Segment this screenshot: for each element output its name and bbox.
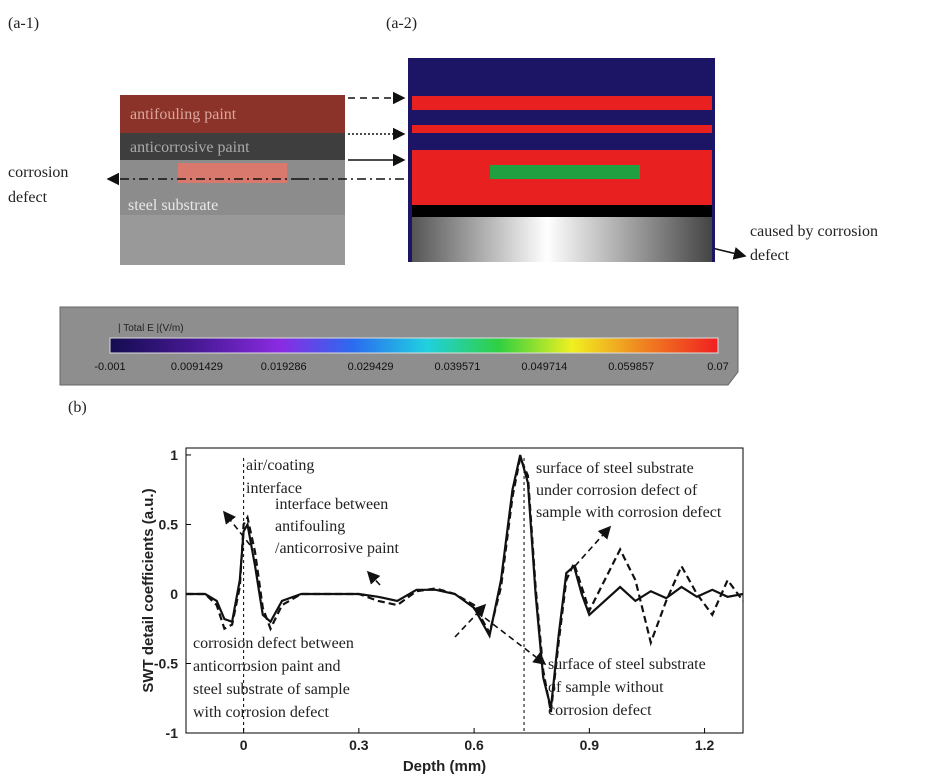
annotation: surface of steel substrate	[536, 460, 694, 477]
plot: 0 0.3 0.6 0.9 1.2 -1 -0.5 0 0.5 1 Depth (mm) SWT de…	[140, 447, 744, 775]
x-tick-label: 1.2	[695, 737, 715, 753]
y-tick-label: 0.5	[159, 516, 179, 532]
annotation: antifouling	[275, 518, 345, 535]
series-line	[186, 454, 744, 709]
defect-label: defect	[8, 189, 48, 206]
annotation: air/coating	[246, 457, 314, 474]
annotation: /anticorrosive paint	[275, 540, 400, 557]
y-tick-label: 1	[170, 447, 178, 463]
series-line	[186, 453, 744, 713]
annotation: defect	[750, 247, 790, 264]
panel-label: (a-2)	[386, 15, 417, 32]
annotation: surface of steel substrate	[548, 656, 706, 673]
annotation: caused by corrosion	[750, 223, 878, 240]
layer	[120, 133, 345, 160]
field-band	[490, 165, 640, 179]
defect-label: corrosion	[8, 164, 68, 181]
layer-label: steel substrate	[128, 197, 218, 214]
defect	[178, 163, 287, 183]
panel-label: (b)	[68, 399, 87, 416]
annotation: sample with corrosion defect	[536, 504, 722, 521]
annotation-arrow	[223, 510, 251, 546]
layer-label: antifouling paint	[130, 106, 237, 123]
annotation-arrow	[574, 525, 612, 567]
annotation: corrosion defect	[548, 702, 652, 719]
annotation-arrow	[484, 617, 547, 665]
layer-label: anticorrosive paint	[130, 139, 250, 156]
colorbar-tick-label: 0.049714	[521, 361, 567, 373]
y-tick-label: -0.5	[154, 655, 178, 671]
y-tick-label: 0	[170, 586, 178, 602]
colorbar-ticks: -0.001 0.0091429 0.019286 0.029429 0.039571 0…	[94, 361, 728, 373]
field-band	[412, 96, 712, 110]
field-band	[412, 217, 712, 262]
annotation: interface between	[275, 496, 388, 513]
colorbar-tick-label: 0.029429	[348, 361, 394, 373]
annotation-arrow	[454, 603, 487, 638]
annotation: anticorrosion paint and	[193, 658, 341, 675]
colorbar-tick-label: 0.0091429	[171, 361, 223, 373]
colorbar-tick-label: 0.059857	[608, 361, 654, 373]
colorbar-tick-label: 0.039571	[434, 361, 480, 373]
x-axis-label: Depth (mm)	[403, 758, 486, 775]
annotation-arrow	[366, 570, 381, 586]
y-tick-label: -1	[166, 725, 179, 741]
annotation: interface	[246, 480, 302, 497]
colorbar-tick-label: 0.019286	[261, 361, 307, 373]
layer	[120, 215, 345, 265]
x-tick-label: 0.6	[464, 737, 484, 753]
x-tick-label: 0.9	[580, 737, 600, 753]
colorbar	[109, 337, 719, 354]
x-tick-label: 0.3	[349, 737, 369, 753]
annotation: under corrosion defect of	[536, 482, 698, 499]
annotation: steel substrate of sample	[193, 681, 350, 698]
annotation: corrosion defect between	[193, 635, 354, 652]
colorbar-tick-label: 0.07	[707, 361, 728, 373]
y-axis-label: SWT detail coefficients (a.u.)	[140, 488, 157, 692]
annotation: with corrosion defect	[193, 704, 330, 721]
field-band	[412, 125, 712, 133]
annotation: of sample without	[548, 679, 664, 696]
field-band	[412, 205, 712, 217]
colorbar-title: | Total E |(V/m)	[118, 323, 184, 334]
layer	[120, 95, 345, 133]
x-tick-label: 0	[240, 737, 248, 753]
colorbar-tick-label: -0.001	[94, 361, 125, 373]
panel-label: (a-1)	[8, 15, 39, 32]
